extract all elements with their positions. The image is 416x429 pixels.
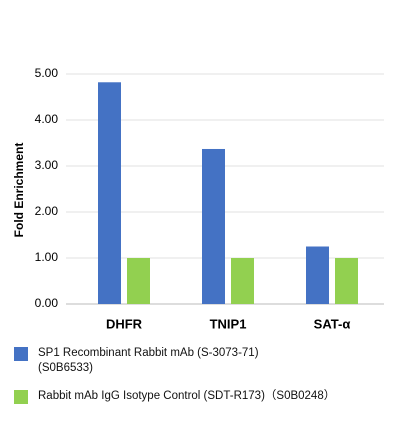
bar: [335, 258, 358, 304]
bar: [231, 258, 254, 304]
x-tick-label: TNIP1: [210, 316, 247, 331]
y-tick-label: 3.00: [35, 158, 59, 172]
legend-item: Rabbit mAb IgG Isotype Control (SDT-R173…: [14, 389, 398, 404]
y-tick-label: 1.00: [35, 250, 59, 264]
y-tick-label: 4.00: [35, 112, 59, 126]
bar: [306, 246, 329, 304]
legend-swatch: [14, 347, 28, 361]
y-tick-label: 2.00: [35, 204, 59, 218]
bar: [98, 82, 121, 304]
y-tick-label: 0.00: [35, 296, 59, 310]
legend-item: SP1 Recombinant Rabbit mAb (S-3073-71) (…: [14, 346, 398, 376]
plot: Fold Enrichment 0.00 1.00 2.00 3.00 4.00 5.00…: [12, 66, 384, 331]
legend-label: SP1 Recombinant Rabbit mAb (S-3073-71) (…: [38, 347, 259, 374]
x-tick-label: DHFR: [106, 316, 143, 331]
y-axis-label: Fold Enrichment: [12, 143, 26, 238]
bar: [202, 148, 225, 304]
legend-swatch: [14, 390, 28, 404]
legend-label: Rabbit mAb IgG Isotype Control (SDT-R173…: [38, 390, 336, 402]
x-tick-label: SAT-α: [314, 316, 351, 331]
bar: [127, 258, 150, 304]
y-tick-label: 5.00: [35, 66, 59, 80]
